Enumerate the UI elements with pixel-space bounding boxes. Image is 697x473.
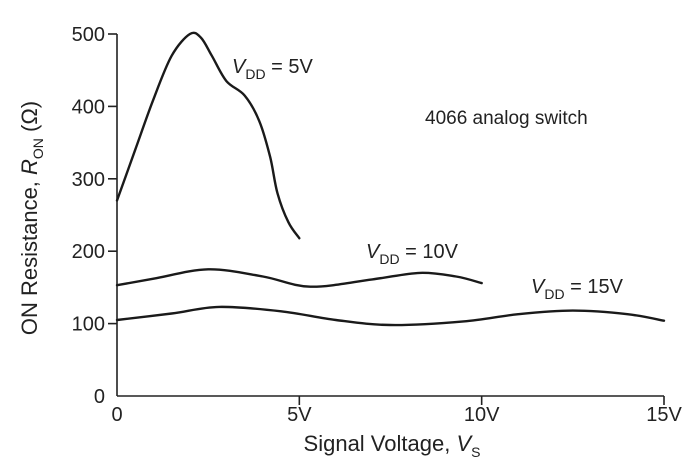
x-tick-label: 0 (111, 404, 122, 426)
y-tick-label: 0 (94, 386, 105, 408)
series-label-vdd-15v: VDD = 15V (531, 276, 624, 302)
curve-group (115, 31, 666, 327)
axes (116, 34, 664, 397)
y-axis-title: ON Resistance, RON (Ω) (17, 101, 46, 335)
x-axis-title: Signal Voltage, VS (304, 431, 481, 460)
y-tick-label: 500 (72, 24, 105, 46)
series-line-vdd-15v (115, 305, 666, 327)
y-tick-label: 100 (72, 314, 105, 336)
series-line-vdd-5v (115, 31, 301, 240)
series-label-vdd-10v: VDD = 10V (366, 241, 459, 267)
x-tick-label: 10V (464, 404, 500, 426)
series-line-vdd-10v (115, 268, 483, 288)
chart-annotation: 4066 analog switch (425, 108, 588, 129)
y-tick-label: 200 (72, 241, 105, 263)
tick-group: 0 100 200 300 400 500 0 5V 10V 15V (72, 24, 683, 426)
y-tick-label: 300 (72, 169, 105, 191)
series-label-vdd-5v: VDD = 5V (232, 56, 313, 82)
x-tick-label: 5V (287, 404, 312, 426)
y-tick-label: 400 (72, 96, 105, 118)
x-tick-label: 15V (646, 404, 682, 426)
